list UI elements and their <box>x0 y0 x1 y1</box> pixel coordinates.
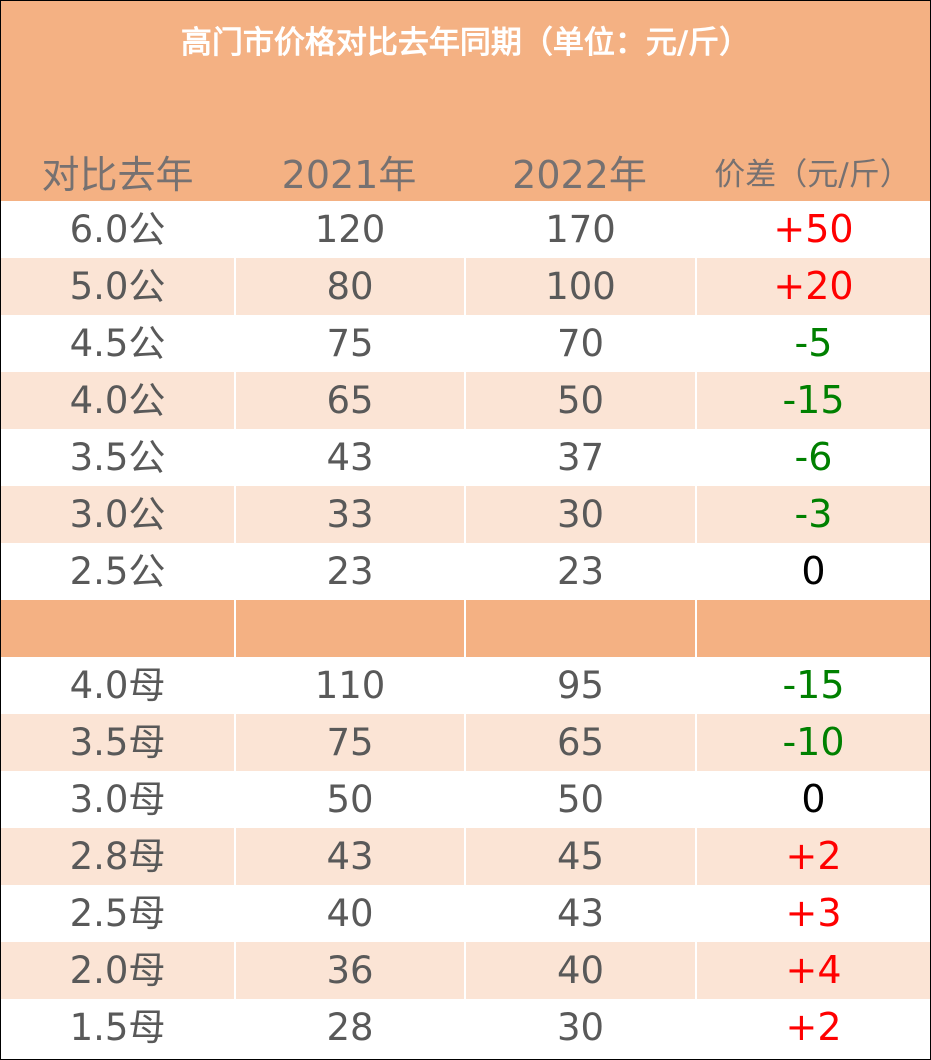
table-header: 高门市价格对比去年同期（单位：元/斤） 对比去年 2021年 2022年 价差（… <box>1 1 930 201</box>
price-diff: +2 <box>695 828 930 885</box>
value-2022: 170 <box>464 201 695 258</box>
value-2022: 30 <box>464 999 695 1056</box>
row-label: 3.5母 <box>69 721 166 764</box>
row-label: 2.5母 <box>69 892 166 935</box>
row-label: 4.0母 <box>69 664 166 707</box>
price-diff <box>695 600 930 657</box>
value-2021: 36 <box>234 942 464 999</box>
table-body: 6.0公 120 170 +50 5.0公 80 100 +20 4.5公 75… <box>1 201 930 1056</box>
value-2021: 23 <box>234 543 464 600</box>
column-header-price-diff: 价差（元/斤） <box>714 157 911 193</box>
value-2022: 23 <box>464 543 695 600</box>
value-2022: 65 <box>464 714 695 771</box>
value-2022: 37 <box>464 429 695 486</box>
price-diff: +2 <box>695 999 930 1056</box>
price-diff: +20 <box>695 258 930 315</box>
value-2021: 43 <box>234 828 464 885</box>
value-2022: 100 <box>464 258 695 315</box>
row-label: 3.5公 <box>69 436 166 479</box>
value-2021: 75 <box>234 315 464 372</box>
value-2021: 33 <box>234 486 464 543</box>
price-diff: -10 <box>695 714 930 771</box>
row-label: 2.5公 <box>69 550 166 593</box>
price-diff: 0 <box>695 771 930 828</box>
table-row: 2.5公 23 23 0 <box>1 543 930 600</box>
price-diff: -15 <box>695 657 930 714</box>
table-row: 2.8母 43 45 +2 <box>1 828 930 885</box>
table-row: 3.5公 43 37 -6 <box>1 429 930 486</box>
row-label: 3.0公 <box>69 493 166 536</box>
row-label: 1.5母 <box>69 1006 166 1049</box>
price-diff: -15 <box>695 372 930 429</box>
table-row: 3.0母 50 50 0 <box>1 771 930 828</box>
table-row: 3.0公 33 30 -3 <box>1 486 930 543</box>
table-row: 2.5母 40 43 +3 <box>1 885 930 942</box>
section-separator-row <box>1 600 930 657</box>
row-label: 2.0母 <box>69 949 166 992</box>
table-row: 2.0母 36 40 +4 <box>1 942 930 999</box>
value-2022: 40 <box>464 942 695 999</box>
price-diff: -5 <box>695 315 930 372</box>
value-2022: 50 <box>464 771 695 828</box>
row-label: 6.0公 <box>69 208 166 251</box>
value-2022: 30 <box>464 486 695 543</box>
row-label: 4.5公 <box>69 322 166 365</box>
value-2021: 110 <box>234 657 464 714</box>
price-diff: 0 <box>695 543 930 600</box>
column-header-2021: 2021年 <box>281 153 417 197</box>
table-row: 3.5母 75 65 -10 <box>1 714 930 771</box>
row-label: 3.0母 <box>69 778 166 821</box>
value-2021: 43 <box>234 429 464 486</box>
price-diff: -6 <box>695 429 930 486</box>
value-2021: 120 <box>234 201 464 258</box>
value-2021: 65 <box>234 372 464 429</box>
value-2022: 45 <box>464 828 695 885</box>
value-2022: 95 <box>464 657 695 714</box>
value-2021: 50 <box>234 771 464 828</box>
row-label: 2.8母 <box>69 835 166 878</box>
value-2022: 43 <box>464 885 695 942</box>
price-diff: +3 <box>695 885 930 942</box>
value-2022 <box>464 600 695 657</box>
table-row: 1.5母 28 30 +2 <box>1 999 930 1056</box>
value-2021 <box>234 600 464 657</box>
price-diff: +50 <box>695 201 930 258</box>
column-headers: 对比去年 2021年 2022年 价差（元/斤） <box>1 149 930 201</box>
value-2022: 70 <box>464 315 695 372</box>
table-row: 4.5公 75 70 -5 <box>1 315 930 372</box>
row-label: 5.0公 <box>69 265 166 308</box>
value-2022: 50 <box>464 372 695 429</box>
value-2021: 80 <box>234 258 464 315</box>
table-row: 5.0公 80 100 +20 <box>1 258 930 315</box>
column-header-category: 对比去年 <box>41 153 194 197</box>
table-row: 4.0母 110 95 -15 <box>1 657 930 714</box>
value-2021: 40 <box>234 885 464 942</box>
table-row: 6.0公 120 170 +50 <box>1 201 930 258</box>
column-header-2022: 2022年 <box>512 153 647 197</box>
value-2021: 75 <box>234 714 464 771</box>
table-row: 4.0公 65 50 -15 <box>1 372 930 429</box>
price-diff: -3 <box>695 486 930 543</box>
row-label <box>1 600 234 657</box>
value-2021: 28 <box>234 999 464 1056</box>
price-diff: +4 <box>695 942 930 999</box>
row-label: 4.0公 <box>69 379 166 422</box>
table-title: 高门市价格对比去年同期（单位：元/斤） <box>180 25 751 61</box>
